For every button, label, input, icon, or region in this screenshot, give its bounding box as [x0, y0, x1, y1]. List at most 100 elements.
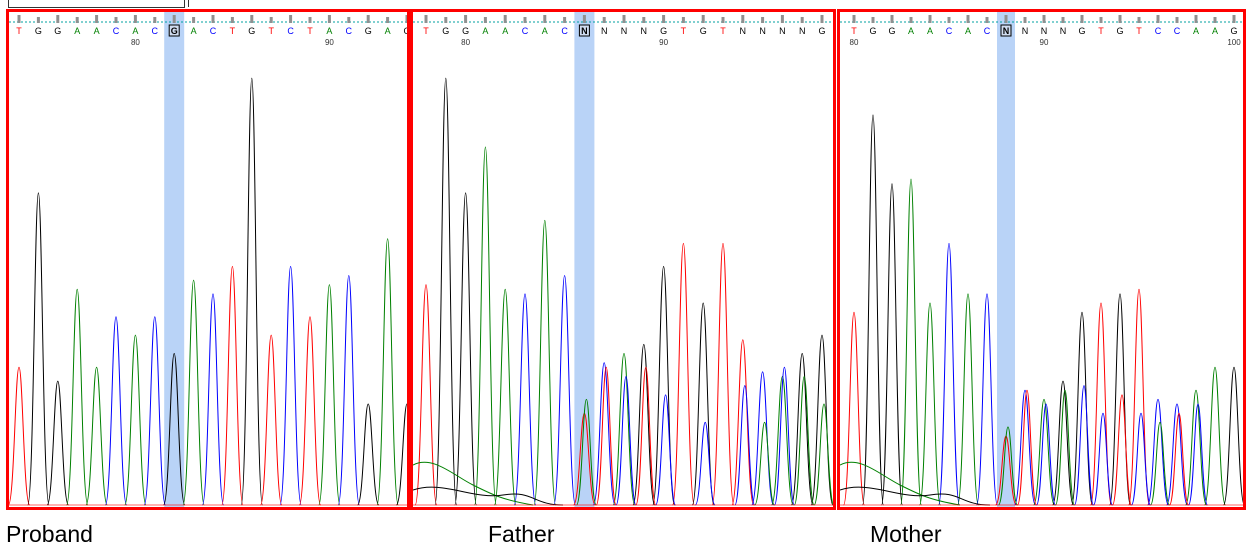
highlight-band [574, 12, 595, 507]
base-call: C [984, 26, 991, 36]
trace-peak [612, 353, 636, 506]
base-call: N [621, 26, 628, 36]
quality-tick [114, 17, 118, 23]
trace-peak [592, 362, 616, 506]
trace-secondary-peak [734, 385, 756, 506]
quality-tick [741, 15, 745, 23]
quality-tick [464, 15, 468, 23]
trace-peak [900, 178, 922, 506]
quality-tick [36, 17, 40, 23]
quality-tick [800, 17, 804, 23]
base-call: A [385, 26, 391, 36]
chromatogram-father: T G G A A C A C N N N N G T G T N N N N G 80 90 [413, 12, 833, 507]
base-call: T [307, 26, 313, 36]
base-call: C [522, 26, 529, 36]
trace-peak [493, 288, 517, 506]
base-call: T [423, 26, 429, 36]
quality-tick [1137, 17, 1141, 23]
trace-secondary-peak [1055, 389, 1075, 506]
quality-tick [133, 15, 137, 23]
trace-peak [318, 284, 341, 506]
base-call: C [152, 26, 159, 36]
trace-peak [1147, 398, 1169, 506]
chromatogram-panel-father: T G G A A C A C N N N N G T G T N N N N G 80 90 [410, 9, 836, 510]
base-call: G [54, 26, 61, 36]
chromatogram-panel-proband: T G G A A C A C G A C T G T C T A C G A G 80 90 [6, 9, 410, 510]
trace-peak [711, 242, 735, 506]
quality-tick [701, 15, 705, 23]
quality-tick [909, 17, 913, 23]
quality-tick [985, 17, 989, 23]
quality-tick [1023, 17, 1027, 23]
trace-peak [843, 311, 865, 506]
trace-secondary-peak [655, 394, 676, 506]
base-call: G [1230, 26, 1237, 36]
trace-peak [1052, 380, 1074, 506]
base-call: T [851, 26, 857, 36]
quality-tick [780, 15, 784, 23]
trace-secondary-peak [793, 375, 815, 506]
position-label: 90 [325, 38, 334, 47]
base-call: A [965, 26, 971, 36]
base-call: N [1003, 26, 1010, 36]
trace-peak [1166, 403, 1188, 506]
quality-tick [582, 15, 586, 23]
panel-label-father: Father [488, 521, 555, 547]
base-call: G [818, 26, 825, 36]
quality-tick [75, 17, 79, 23]
highlight-band [997, 12, 1015, 507]
trace-peak [1071, 311, 1093, 506]
base-call: N [1060, 26, 1067, 36]
position-label: 80 [131, 38, 140, 47]
base-call: N [1022, 26, 1029, 36]
quality-tick [852, 15, 856, 23]
quality-tick [192, 17, 196, 23]
trace-secondary-peak [1150, 421, 1170, 506]
quality-tick [424, 15, 428, 23]
base-call: A [132, 26, 138, 36]
trace-peak [919, 302, 941, 506]
trace-peak [182, 279, 205, 506]
trace-peak [85, 366, 108, 506]
trace-peak [395, 403, 407, 506]
base-call: C [287, 26, 294, 36]
quality-tick [871, 17, 875, 23]
trace-peak [771, 375, 794, 506]
selected-base-box [578, 24, 590, 37]
trace-peak [691, 302, 715, 506]
quality-tick [56, 15, 60, 23]
quality-tick [1194, 15, 1198, 23]
quality-tick [761, 17, 765, 23]
trace-peak [474, 146, 497, 506]
quality-tick [17, 15, 21, 23]
base-call: N [740, 26, 747, 36]
trace-peak [221, 265, 244, 506]
quality-tick [563, 17, 567, 23]
trace-secondary-peak [595, 366, 617, 506]
trace-secondary-peak [754, 421, 775, 506]
trace-secondary-peak [576, 398, 597, 506]
quality-tick [966, 15, 970, 23]
trace-peak [279, 265, 302, 506]
base-call: T [681, 26, 687, 36]
base-call: G [35, 26, 42, 36]
quality-tick [1042, 15, 1046, 23]
base-call: T [16, 26, 22, 36]
quality-tick [1156, 15, 1160, 23]
quality-tick [1004, 15, 1008, 23]
base-call: T [230, 26, 236, 36]
base-call: G [442, 26, 449, 36]
window-tab-stub [8, 0, 185, 8]
base-call: G [171, 26, 178, 36]
trace-secondary-peak [813, 403, 833, 506]
trace-peak [376, 238, 399, 506]
trace-peak [672, 242, 695, 506]
quality-tick [503, 15, 507, 23]
quality-tick [347, 17, 351, 23]
quality-tick [642, 17, 646, 23]
quality-tick [211, 15, 215, 23]
base-call: G [365, 26, 372, 36]
quality-tick [444, 17, 448, 23]
base-call: G [462, 26, 469, 36]
quality-tick [721, 17, 725, 23]
